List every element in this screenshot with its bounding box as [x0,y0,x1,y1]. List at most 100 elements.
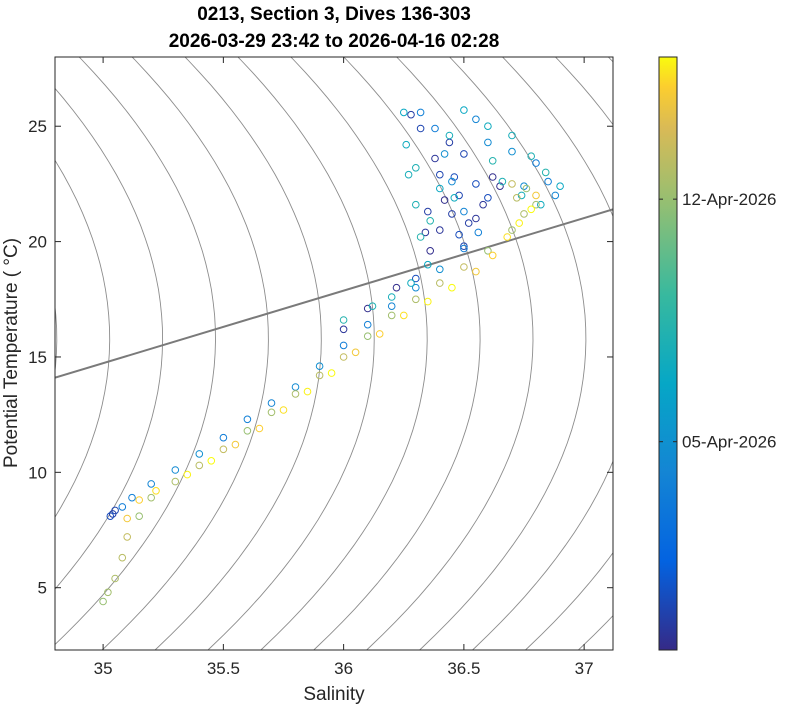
density-contour-line [313,57,481,650]
data-point [400,311,408,320]
y-tick-label: 20 [28,233,47,252]
data-point [527,205,536,214]
data-point [152,487,160,495]
data-point [484,194,492,202]
data-point [387,302,396,311]
density-contour-line [712,34,800,673]
data-point [508,226,516,234]
data-point [99,597,107,606]
data-point [207,457,216,465]
data-point [440,196,449,204]
data-point [339,353,348,361]
data-point [243,427,252,435]
highlight-isopycnal [55,208,613,379]
data-point [508,131,516,140]
data-point [219,433,228,442]
density-contour-line [577,57,613,650]
density-contour-line [524,57,613,650]
data-point [436,170,444,179]
x-tick-label: 36.5 [447,659,480,678]
data-point [392,283,401,292]
data-point [450,173,459,181]
data-point [472,115,480,124]
data-point [231,440,240,449]
data-point [303,387,312,396]
data-point [407,110,415,119]
data-point [431,124,439,133]
data-point [440,150,449,158]
data-point [460,150,468,158]
density-contour-line [365,57,534,650]
data-point [532,159,540,167]
data-point [426,247,435,255]
data-point [118,503,127,511]
data-point [147,480,155,488]
data-point [368,302,377,311]
data-point [537,200,545,209]
data-point [412,274,420,283]
data-point [541,168,550,177]
data-point [315,371,324,380]
data-point [104,588,112,597]
data-point [106,512,115,521]
data-point [400,108,408,117]
colorbar-ticks: 05-Apr-2026 12-Apr-2026 [659,190,777,452]
x-tick-label: 36 [334,659,353,678]
density-contour-line [55,159,111,519]
data-point [424,260,432,269]
data-point [448,210,456,218]
chart-title: 0213, Section 3, Dives 136-303 [197,4,471,25]
data-point [436,279,444,287]
density-contour-line [659,34,800,673]
data-point [351,348,360,357]
colorbar [658,56,678,651]
density-contour-line [154,57,322,650]
colorbar-tick-label: 05-Apr-2026 [682,433,777,452]
data-point [515,219,524,227]
data-point [460,106,468,114]
y-tick-label: 10 [28,463,47,482]
x-axis: 35 35.5 36 36.5 37 [94,57,594,678]
data-point [448,283,456,292]
density-contour-line [55,302,58,375]
density-contour-line [260,57,428,650]
chart-subtitle: 2026-03-29 23:42 to 2026-04-16 02:28 [169,31,500,52]
data-point [448,177,456,186]
data-point [147,493,155,502]
data-point [416,108,425,117]
data-point [460,244,468,253]
data-point [484,247,492,255]
data-point [551,191,560,200]
data-point [402,140,411,149]
data-point [123,514,131,523]
data-point [387,311,396,320]
data-point [472,267,480,276]
data-point [464,219,473,227]
data-point [387,293,396,301]
x-tick-label: 35.5 [207,659,240,678]
data-point [445,138,454,147]
density-contour-line [764,34,800,673]
data-point [412,295,420,304]
data-point [363,304,372,313]
y-tick-label: 25 [28,117,47,136]
data-point [460,207,468,216]
data-point [111,574,119,583]
data-point [243,415,252,424]
data-point [291,390,300,398]
density-contour-line [207,57,375,650]
data-point [522,184,531,193]
data-point [339,325,348,334]
data-point [488,251,497,260]
data-point [279,406,288,414]
data-point [416,233,425,241]
data-point [291,383,300,391]
y-axis: 5 10 15 20 25 [28,117,613,598]
data-point [479,200,487,209]
data-point [339,341,348,350]
data-point [219,445,228,454]
data-point [363,320,372,329]
data-point [111,506,119,515]
x-axis-label: Salinity [303,684,365,705]
data-point [532,191,540,200]
